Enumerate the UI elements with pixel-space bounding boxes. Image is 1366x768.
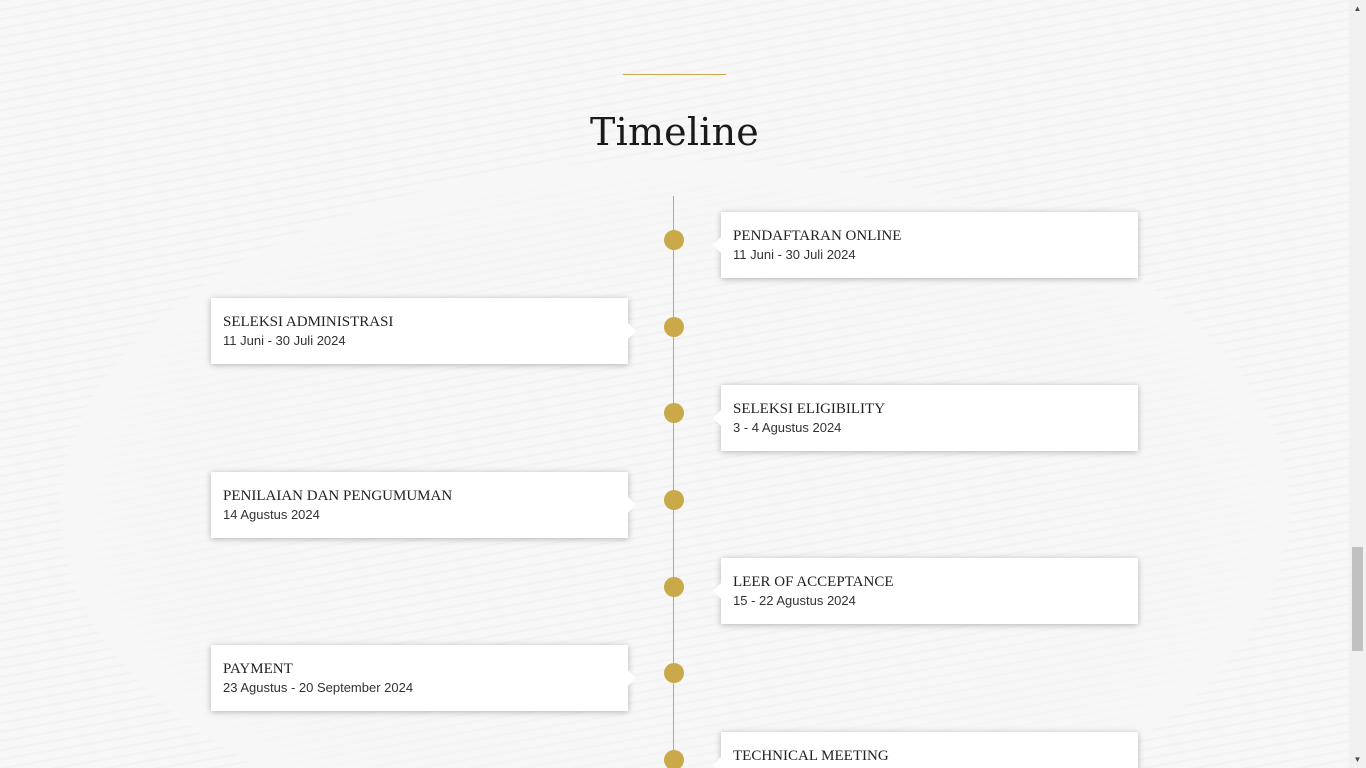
timeline-card: SELEKSI ADMINISTRASI 11 Juni - 30 Juli 2… <box>211 298 636 364</box>
timeline-card: TECHNICAL MEETING <box>713 732 1138 768</box>
timeline-card: PENDAFTARAN ONLINE 11 Juni - 30 Juli 202… <box>713 212 1138 278</box>
timeline-card-title: SELEKSI ADMINISTRASI <box>223 314 394 330</box>
timeline-dot <box>664 750 684 768</box>
vertical-scrollbar[interactable]: ▲ ▼ <box>1349 0 1366 768</box>
triangle-up-icon[interactable]: ▲ <box>1353 4 1362 13</box>
timeline-dot <box>664 663 684 683</box>
timeline-axis <box>673 196 674 768</box>
timeline-card-date: 23 Agustus - 20 September 2024 <box>223 680 414 695</box>
timeline-card: SELEKSI ELIGIBILITY 3 - 4 Agustus 2024 <box>713 385 1138 451</box>
section-heading: Timeline <box>590 110 759 154</box>
timeline-dot <box>664 577 684 597</box>
timeline-card: PENILAIAN DAN PENGUMUMAN 14 Agustus 2024 <box>211 472 636 538</box>
timeline-card-title: LEER OF ACCEPTANCE <box>733 574 894 590</box>
heading-divider <box>623 74 726 75</box>
timeline-dot <box>664 230 684 250</box>
timeline-card-date: 3 - 4 Agustus 2024 <box>733 420 842 435</box>
timeline-card-title: PENILAIAN DAN PENGUMUMAN <box>223 488 453 504</box>
timeline-card-date: 15 - 22 Agustus 2024 <box>733 593 856 608</box>
timeline-dot <box>664 403 684 423</box>
timeline-card: PAYMENT 23 Agustus - 20 September 2024 <box>211 645 636 711</box>
timeline-card-date: 14 Agustus 2024 <box>223 507 320 522</box>
timeline-card-title: TECHNICAL MEETING <box>733 748 889 764</box>
timeline-dot <box>664 490 684 510</box>
timeline-dot <box>664 317 684 337</box>
timeline-card-title: PENDAFTARAN ONLINE <box>733 228 902 244</box>
timeline-card-date: 11 Juni - 30 Juli 2024 <box>223 333 346 348</box>
scrollbar-thumb[interactable] <box>1352 547 1363 651</box>
timeline-card-title: SELEKSI ELIGIBILITY <box>733 401 886 417</box>
triangle-down-icon[interactable]: ▼ <box>1353 755 1362 764</box>
timeline-card-title: PAYMENT <box>223 661 293 677</box>
timeline-card: LEER OF ACCEPTANCE 15 - 22 Agustus 2024 <box>713 558 1138 624</box>
timeline-card-date: 11 Juni - 30 Juli 2024 <box>733 247 856 262</box>
